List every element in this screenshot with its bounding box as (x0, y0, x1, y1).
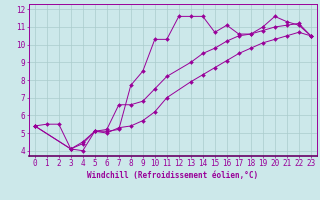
X-axis label: Windchill (Refroidissement éolien,°C): Windchill (Refroidissement éolien,°C) (87, 171, 258, 180)
